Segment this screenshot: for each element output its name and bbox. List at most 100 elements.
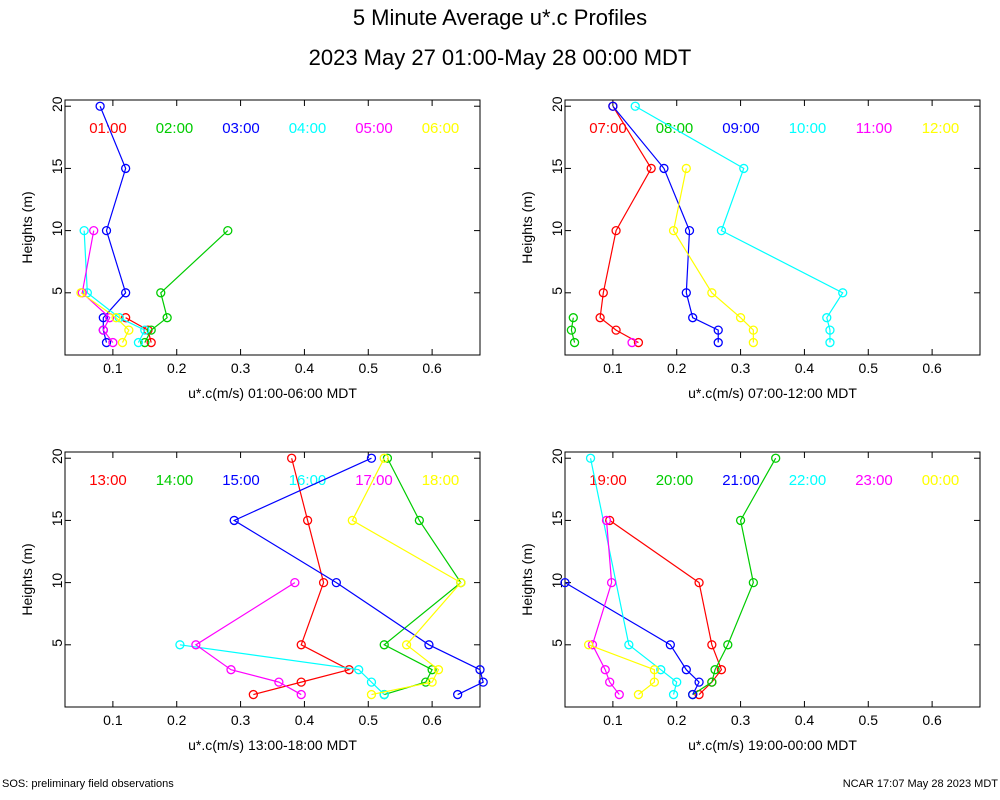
series-07:00 [595,101,656,348]
data-point [456,577,466,588]
data-point [76,288,86,298]
data-point [427,665,437,675]
data-point [735,515,746,526]
y-tick-label: 5 [49,639,65,647]
data-point [707,677,717,687]
data-point [838,288,848,298]
data-point [716,665,727,675]
series-line [591,520,620,695]
data-point [379,689,389,700]
series-09:00 [608,101,723,348]
data-point [735,313,746,323]
chart-panel-1: 0.1 0.2 0.3 0.4 0.5 0.6 5 10 15 20 u*.c(m/s) 01:00… [19,96,481,401]
series-line [83,230,146,343]
legend-entry: 10:00 [789,120,827,137]
data-point [707,640,717,650]
data-point [79,225,89,236]
series-23:00 [587,515,624,700]
data-point [344,665,354,675]
data-point [630,101,640,111]
data-point [568,313,578,323]
series-17:00 [191,577,306,700]
x-axis-label: u*.c(m/s) 19:00-00:00 MDT [688,737,857,753]
data-point [605,515,615,526]
legend-entry: 20:00 [656,472,694,489]
data-point [713,325,723,335]
series-line [564,582,700,695]
legend-entry: 22:00 [789,472,827,489]
series-line [253,458,351,696]
data-point [633,689,644,700]
data-point [101,337,112,348]
legend-entry: 15:00 [222,472,260,489]
series-12:00 [668,163,758,348]
legend-entry: 23:00 [855,472,893,489]
data-point [681,288,691,298]
series-20:00 [688,453,781,700]
data-point [121,313,131,323]
y-tick-label: 20 [549,448,565,464]
x-axis-label: u*.c(m/s) 07:00-12:00 MDT [688,385,857,401]
data-point [98,325,108,335]
data-point [89,225,99,236]
y-tick-label: 20 [549,96,565,112]
data-point [117,337,128,348]
data-point [585,453,596,463]
x-tick-label: 0.6 [422,712,442,728]
x-tick-label: 0.5 [859,360,879,376]
data-point [684,225,695,236]
y-tick-label: 20 [49,448,65,464]
series-13:00 [248,453,354,700]
data-point [646,163,656,174]
series-line [179,644,385,695]
y-tick-label: 5 [49,287,65,295]
footer-right: NCAR 17:07 May 28 2023 MDT [843,778,999,790]
x-tick-label: 0.5 [359,712,379,728]
x-tick-label: 0.3 [731,360,751,376]
legend-entry: 05:00 [355,120,393,137]
data-point [600,665,610,675]
series-00:00 [583,640,660,700]
series-line [194,582,302,696]
data-point [659,163,669,174]
plot-frame [64,451,481,708]
x-axis-label: u*.c(m/s) 13:00-18:00 MDT [188,737,357,753]
legend-entry: 02:00 [156,120,194,137]
x-tick-label: 0.5 [359,360,379,376]
data-point [627,337,637,348]
legend-entry: 13:00 [89,472,127,489]
legend-entry: 03:00 [222,120,260,137]
data-point [633,337,644,348]
data-point [108,337,118,348]
series-10:00 [630,101,848,348]
data-point [688,689,698,700]
y-tick-label: 20 [49,96,65,112]
data-point [156,288,166,298]
x-tick-label: 0.6 [422,360,442,376]
series-15:00 [229,453,488,700]
data-point [665,640,675,650]
series-line [609,519,723,695]
x-tick-label: 0.1 [603,360,623,376]
data-point [606,577,617,588]
x-tick-label: 0.3 [231,712,251,728]
legend-entry: 18:00 [422,472,460,489]
series-line [588,644,655,696]
series-line [589,458,678,695]
data-point [175,640,185,650]
y-axis-label: Heights (m) [519,191,535,263]
data-point [101,225,112,236]
legend-entry: 07:00 [589,120,627,137]
y-tick-label: 10 [49,573,65,589]
data-point [598,288,608,298]
x-tick-label: 0.4 [295,712,315,728]
x-tick-label: 0.2 [667,360,687,376]
y-tick-label: 15 [549,158,565,174]
data-point [296,677,306,687]
data-point [822,313,832,323]
data-point [162,313,172,323]
data-point [146,325,156,335]
data-point [382,453,393,463]
